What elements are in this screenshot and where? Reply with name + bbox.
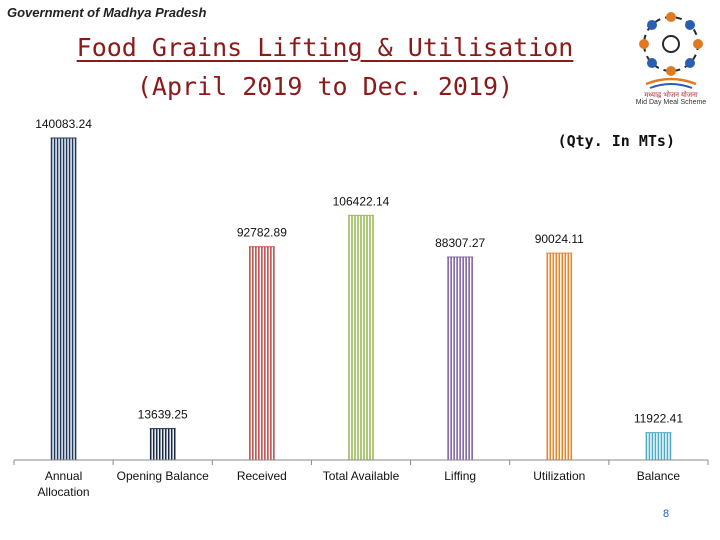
page-number: 8 (663, 508, 670, 520)
data-label: 11922.41 (634, 412, 683, 426)
bar (248, 246, 275, 460)
x-axis-ticks (13, 460, 709, 465)
data-label: 88307.27 (435, 236, 485, 250)
bar (149, 428, 176, 460)
x-axis-tick-labels: Annual Allocation Opening Balance Received T… (38, 469, 681, 499)
x-tick-label: Balance (637, 469, 681, 483)
chart-subtitle: (April 2019 to Dec. 2019) (136, 72, 514, 101)
x-tick-label: Total Available (323, 469, 400, 483)
bar (645, 432, 672, 460)
data-label: 13639.25 (138, 408, 188, 422)
bar (447, 256, 474, 460)
chart-title: Food Grains Lifting & Utilisation (76, 33, 574, 62)
unit-note: (Qty. In MTs) (557, 132, 675, 150)
mid-day-meal-logo-icon (639, 12, 703, 89)
bar-group (50, 137, 672, 460)
logo-text-english: Mid Day Meal Scheme (635, 99, 707, 106)
logo-text-hindi: मध्याह्न भोजन योजना (644, 92, 698, 99)
x-tick-label: Liffing (444, 469, 476, 483)
data-label: 90024.11 (535, 232, 584, 246)
data-labels: 140083.24 13639.25 92782.89 106422.14 88307.… (35, 117, 683, 426)
x-tick-label: Opening Balance (117, 469, 209, 483)
bar (348, 214, 374, 460)
x-tick-label: Utilization (533, 469, 585, 483)
data-label: 106422.14 (333, 194, 390, 208)
x-tick-label: Received (237, 469, 287, 483)
data-label: 140083.24 (35, 117, 92, 131)
organization-name: Government of Madhya Pradesh (7, 5, 207, 20)
data-label: 92782.89 (237, 226, 287, 240)
x-tick-label: Annual Allocation (38, 469, 90, 499)
bar (546, 252, 573, 460)
bar (50, 137, 77, 460)
